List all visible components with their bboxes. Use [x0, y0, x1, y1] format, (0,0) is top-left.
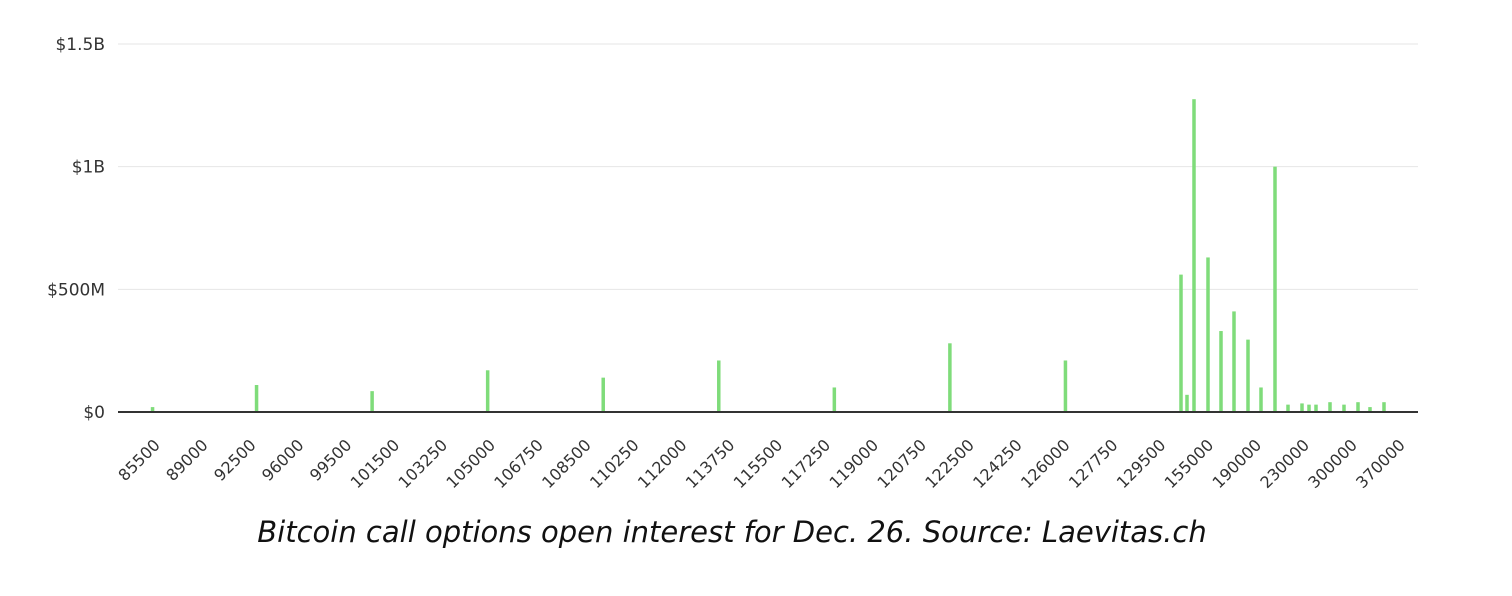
x-tick-label: 119000: [825, 435, 882, 492]
bar: [150, 407, 155, 412]
x-tick-label: 126000: [1017, 435, 1074, 492]
bar: [1219, 331, 1223, 412]
bar: [1307, 404, 1311, 412]
x-tick-label: 190000: [1209, 435, 1266, 492]
grid-lines: [118, 43, 1418, 290]
y-tick-label: $1B: [72, 158, 105, 178]
x-tick-label: 112000: [634, 435, 691, 492]
bar: [1286, 404, 1290, 412]
x-tick-label: 124250: [969, 435, 1026, 492]
x-tick-label: 101500: [347, 435, 404, 492]
bar: [832, 387, 837, 412]
x-tick-label: 370000: [1352, 435, 1409, 492]
bar: [1368, 407, 1372, 412]
x-tick-label: 105000: [442, 435, 499, 492]
bar: [1342, 404, 1346, 412]
x-tick-label: 106750: [490, 435, 547, 492]
bar: [1314, 404, 1318, 412]
x-tick-label: 117250: [778, 435, 835, 492]
bar: [254, 385, 259, 412]
x-tick-label: 127750: [1065, 435, 1122, 492]
bar: [485, 370, 490, 412]
bar: [1232, 311, 1236, 412]
bar: [601, 377, 605, 412]
x-tick-label: 108500: [538, 435, 595, 492]
x-tick-label: 113750: [682, 435, 739, 492]
x-tick-labels: 8550089000925009600099500101500103250105…: [114, 435, 1408, 492]
bar: [948, 343, 952, 412]
bar: [1300, 403, 1304, 412]
y-tick-label: $500M: [47, 280, 105, 300]
bar: [1328, 402, 1332, 412]
x-tick-label: 92500: [210, 435, 259, 484]
bar: [717, 360, 721, 412]
bar: [1206, 257, 1210, 412]
bar: [1259, 387, 1263, 412]
bar: [1382, 402, 1386, 412]
x-tick-label: 96000: [258, 435, 307, 484]
x-tick-label: 300000: [1304, 435, 1361, 492]
x-tick-label: 155000: [1161, 435, 1218, 492]
bar: [1185, 394, 1189, 412]
bars: [150, 99, 1386, 412]
y-tick-labels: $0 $500M $1B $1.5B: [47, 35, 105, 423]
y-tick-label: $1.5B: [55, 35, 105, 55]
y-tick-label: $0: [83, 403, 105, 423]
x-tick-label: 85500: [114, 435, 163, 484]
x-tick-label: 122500: [921, 435, 978, 492]
bar: [1063, 360, 1068, 412]
bar: [1356, 402, 1360, 412]
x-tick-label: 120750: [873, 435, 930, 492]
x-tick-label: 89000: [162, 435, 211, 484]
bar: [370, 391, 374, 412]
chart: $0 $500M $1B $1.5B 855008900092500960009950…: [47, 35, 1418, 492]
x-tick-label: 110250: [586, 435, 643, 492]
x-tick-label: 129500: [1113, 435, 1170, 492]
x-tick-label: 230000: [1256, 435, 1313, 492]
bar: [1192, 99, 1196, 412]
x-tick-label: 103250: [395, 435, 452, 492]
x-tick-label: 115500: [730, 435, 787, 492]
chart-caption: Bitcoin call options open interest for D…: [257, 515, 1207, 549]
bar: [1273, 166, 1277, 412]
bar: [1179, 274, 1183, 412]
bar: [1246, 339, 1250, 412]
